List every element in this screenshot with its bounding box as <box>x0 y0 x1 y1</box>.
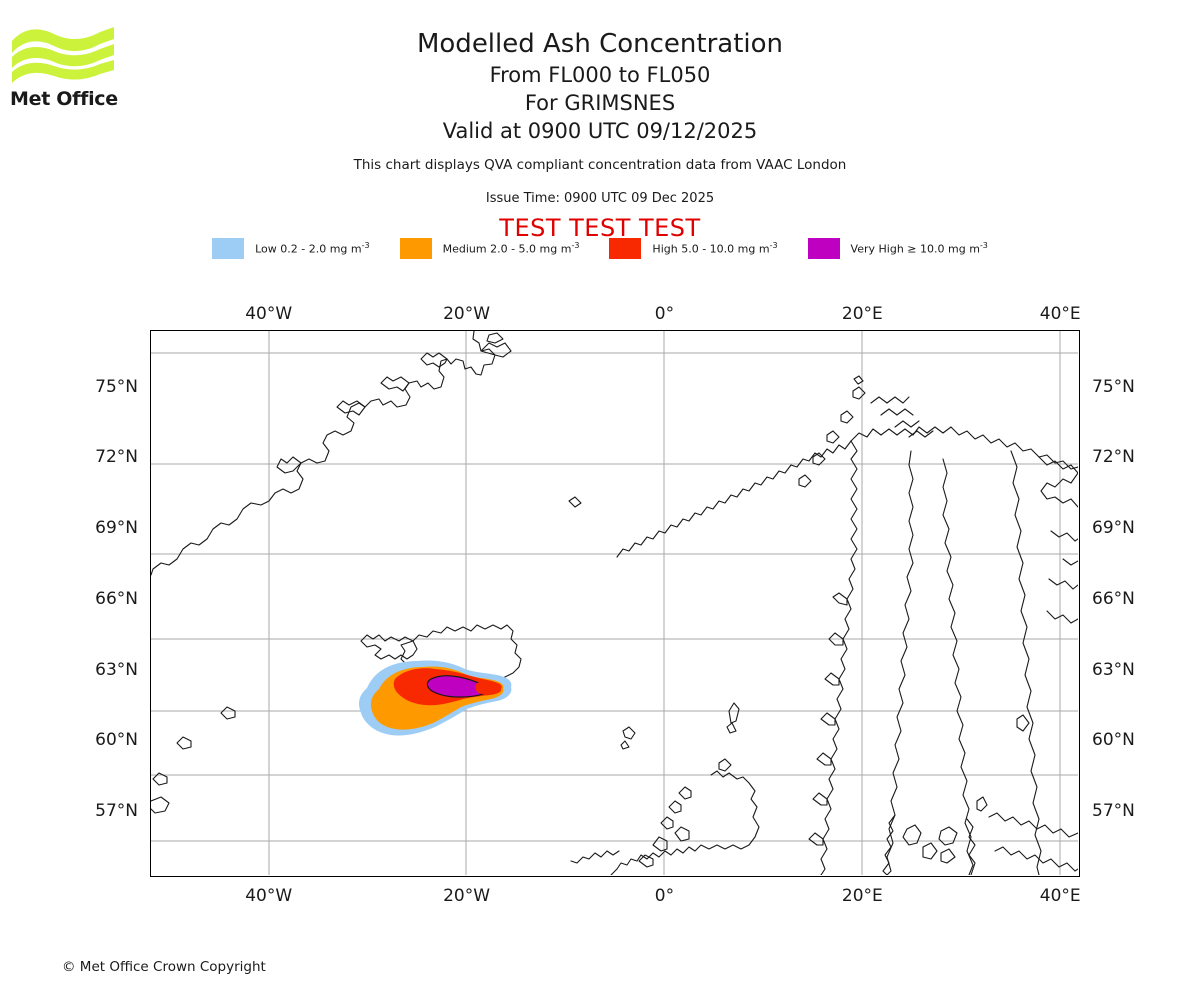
x-tick-top-4: 40°E <box>1039 304 1081 324</box>
legend-swatch-high <box>609 238 642 259</box>
legend-swatch-very-high <box>807 238 840 259</box>
legend-label-very-high: Very High ≥ 10.0 mg m-3 <box>850 241 988 256</box>
ash-plume <box>359 660 512 736</box>
legend-item-medium: Medium 2.0 - 5.0 mg m-3 <box>399 238 580 259</box>
legend-swatch-medium <box>399 238 432 259</box>
x-tick-bottom-1: 20°W <box>443 886 491 906</box>
y-tick-left-0: 75°N <box>95 376 138 397</box>
test-banner: TEST TEST TEST <box>499 214 701 242</box>
met-office-waves-icon <box>12 27 114 83</box>
y-tick-left-4: 63°N <box>95 659 138 680</box>
map-canvas <box>151 331 1078 875</box>
y-tick-right-6: 57°N <box>1092 800 1135 821</box>
map-plot-area[interactable] <box>150 330 1080 877</box>
issue-time: Issue Time: 0900 UTC 09 Dec 2025 <box>485 191 715 206</box>
copyright-footer: © Met Office Crown Copyright <box>62 959 266 975</box>
legend-label-high: High 5.0 - 10.0 mg m-3 <box>652 241 778 256</box>
x-tick-top-1: 20°W <box>443 304 491 324</box>
legend-swatch-low <box>212 238 245 259</box>
plume-hotspot <box>475 682 492 694</box>
y-tick-right-1: 72°N <box>1092 447 1135 468</box>
flight-level-subtitle: From FL000 to FL050 <box>489 63 711 87</box>
page-title: Modelled Ash Concentration <box>416 29 784 59</box>
map-gridlines <box>151 331 1078 875</box>
compliance-note: This chart displays QVA compliant concen… <box>353 157 847 173</box>
y-tick-left-3: 66°N <box>95 588 138 609</box>
met-office-wordmark: Met Office <box>10 88 118 110</box>
y-tick-right-0: 75°N <box>1092 376 1135 397</box>
x-tick-bottom-3: 20°E <box>841 886 883 906</box>
x-tick-bottom-0: 40°W <box>245 886 293 906</box>
legend-label-medium: Medium 2.0 - 5.0 mg m-3 <box>442 241 580 256</box>
y-tick-right-2: 69°N <box>1092 518 1135 539</box>
y-tick-right-4: 63°N <box>1092 659 1135 680</box>
x-tick-bottom-4: 40°E <box>1039 886 1081 906</box>
y-tick-left-2: 69°N <box>95 518 138 539</box>
y-tick-right-3: 66°N <box>1092 588 1135 609</box>
x-tick-top-2: 0° <box>654 304 675 324</box>
legend-item-high: High 5.0 - 10.0 mg m-3 <box>609 238 778 259</box>
y-tick-left-5: 60°N <box>95 730 138 751</box>
valid-time-subtitle: Valid at 0900 UTC 09/12/2025 <box>442 119 758 143</box>
x-tick-top-3: 20°E <box>841 304 883 324</box>
legend-item-low: Low 0.2 - 2.0 mg m-3 <box>212 238 370 259</box>
x-tick-top-0: 40°W <box>245 304 293 324</box>
volcano-subtitle: For GRIMSNES <box>524 91 676 115</box>
concentration-legend: Low 0.2 - 2.0 mg m-3 Medium 2.0 - 5.0 mg … <box>0 238 1200 259</box>
title-block: Modelled Ash Concentration From FL000 to… <box>0 28 1200 145</box>
y-tick-right-5: 60°N <box>1092 730 1135 751</box>
met-office-logo: Met Office <box>10 25 120 115</box>
legend-item-very-high: Very High ≥ 10.0 mg m-3 <box>807 238 988 259</box>
x-tick-bottom-2: 0° <box>654 886 675 906</box>
y-tick-left-1: 72°N <box>95 447 138 468</box>
legend-label-low: Low 0.2 - 2.0 mg m-3 <box>255 241 370 256</box>
y-tick-left-6: 57°N <box>95 800 138 821</box>
coastlines <box>151 331 1078 875</box>
